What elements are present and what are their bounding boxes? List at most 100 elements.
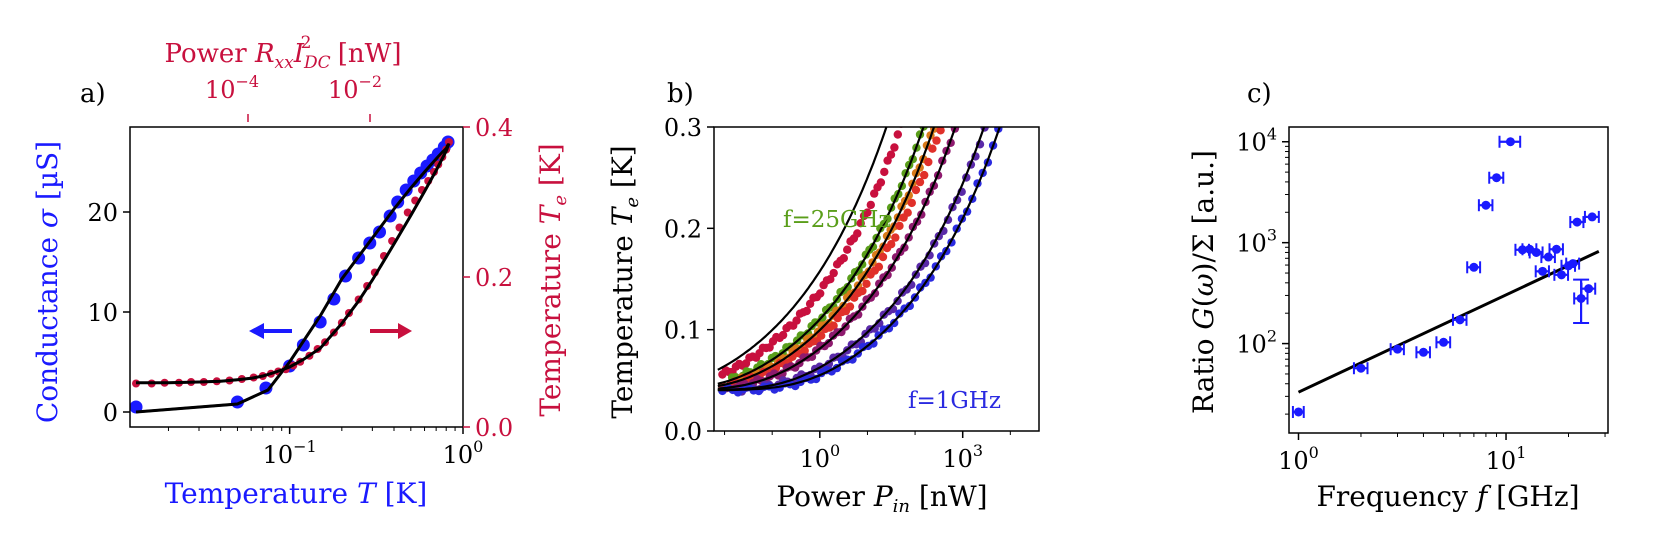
f-15GHz-point [934, 113, 942, 121]
f-10GHz-point [862, 279, 871, 288]
f-10GHz-point [874, 262, 884, 271]
data-point [1439, 337, 1449, 347]
f-1GHz-point [905, 301, 914, 311]
f-1GHz-point [999, 113, 1007, 121]
f-1GHz-point [895, 309, 904, 318]
f-25GHz-point [792, 316, 801, 325]
panel-c-plot-area [1291, 135, 1600, 418]
fit-2-line [717, 127, 925, 385]
f-10GHz-point [817, 331, 826, 340]
x-tick-label: 100 [1278, 443, 1319, 475]
f-25GHz-point [893, 130, 902, 139]
data-point [1356, 363, 1366, 373]
panel-c: c) 100 101 102 103 104 Frequency f [GHz] Ra… [1187, 79, 1609, 513]
f-25GHz-point [876, 178, 886, 187]
f-25GHz-point [802, 306, 811, 316]
panel-a: a) Power RxxIDC2 [nW] 10−4 10−2 10−1 100 … [31, 33, 571, 510]
data-point [1393, 344, 1403, 354]
panel-b-plot-area [717, 109, 1007, 397]
conductance-fit-overlay [135, 143, 450, 414]
data-point [1481, 200, 1491, 210]
f-25GHz-point [886, 150, 896, 159]
fit-6-line [717, 127, 1001, 392]
y2-tick-label: 0.2 [475, 264, 513, 292]
y-tick-label: 103 [1236, 226, 1277, 258]
panel-a-left-arrow [249, 323, 292, 339]
f-25GHz-point [866, 200, 875, 210]
panel-b: b) 100 103 0.0 0.1 0.2 0.3 Power Pin [nW] Te… [606, 79, 1040, 517]
panel-b-curves [717, 109, 1007, 397]
panel-b-label: b) [667, 79, 694, 109]
f-10GHz-point [903, 208, 912, 217]
fit-5-line [717, 127, 986, 392]
f-10GHz-point [878, 252, 888, 262]
f-25GHz-point [853, 229, 862, 238]
y-tick-label: 0.0 [664, 418, 702, 446]
f-10GHz-point [941, 110, 949, 118]
f-10GHz-point [833, 313, 842, 323]
y2-tick-label: 0.0 [475, 414, 513, 442]
f-5GHz-point [854, 310, 863, 319]
f-25GHz-point [765, 343, 774, 352]
data-point [1469, 262, 1479, 272]
panel-c-y-ticks: 102 103 104 [1236, 125, 1289, 415]
f-25GHz-point [829, 268, 838, 278]
panel-a-y2-ticks: 0.0 0.2 0.4 [463, 114, 513, 442]
panel-b-frame [713, 126, 1040, 432]
f-1GHz-point [869, 339, 878, 348]
f-10GHz-point [829, 321, 838, 330]
x-tick-label: 101 [1486, 443, 1527, 475]
f-25GHz-point [863, 208, 872, 217]
data-point [1572, 217, 1582, 227]
top-tick-label-2: 10−2 [328, 72, 382, 104]
f-10GHz-point [915, 177, 925, 187]
data-point [1492, 173, 1502, 183]
y-tick-label: 20 [87, 199, 118, 227]
data-point [1455, 315, 1465, 325]
panel-c-x-ticks: 100 101 [1278, 433, 1606, 475]
x-tick-label: 10−1 [263, 437, 317, 469]
f-10GHz-point [924, 157, 933, 167]
data-point [1531, 247, 1541, 257]
f-25GHz-point [778, 330, 788, 340]
data-point [1584, 284, 1594, 294]
panel-b-annotation-25ghz: f=25GHz [783, 207, 891, 233]
f-10GHz-point [891, 233, 900, 242]
y2-tick-label: 0.4 [475, 114, 513, 142]
f-1GHz-point [884, 324, 894, 333]
data-point [1556, 270, 1566, 280]
panel-a-top-ticks: 10−4 10−2 [205, 72, 382, 122]
f-10GHz-point [911, 185, 921, 195]
x-tick-label: 100 [799, 441, 840, 473]
panel-a-y2-axis-label: Temperature Te [K] [534, 143, 571, 416]
fit-3-line [717, 127, 936, 388]
f-25GHz-point [900, 113, 908, 121]
panel-b-x-axis-label: Power Pin [nW] [776, 480, 987, 517]
panel-a-y-ticks: 0 10 20 [87, 199, 130, 427]
panel-a-y-axis-label: Conductance σ [µS] [31, 141, 64, 423]
panel-b-x-ticks: 100 103 [724, 431, 1011, 473]
data-point [1587, 212, 1597, 222]
f-25GHz-point [843, 245, 852, 254]
data-point [1293, 407, 1303, 417]
f-10GHz-point [858, 286, 867, 296]
f-25GHz-point [816, 289, 825, 298]
f-10GHz-point [895, 221, 904, 231]
top-tick-label-1: 10−4 [205, 72, 259, 104]
data-point [1543, 252, 1553, 262]
electron-temp-fit-overlay [136, 143, 451, 385]
panel-c-y-axis-label: Ratio G(ω)/Σ [a.u.] [1187, 150, 1220, 414]
f-10GHz-point [887, 240, 896, 249]
panel-b-y-axis-label: Temperature Te [K] [606, 145, 643, 418]
panel-a-right-arrow [370, 323, 412, 339]
panel-c-label: c) [1247, 79, 1272, 109]
f-20GHz-point [923, 114, 931, 122]
f-10GHz-point [932, 136, 941, 145]
f-10GHz-point [907, 198, 916, 208]
f-5GHz-point [955, 109, 963, 117]
f-25GHz-point [839, 254, 848, 263]
f-10GHz-point [920, 170, 929, 180]
data-point [1538, 266, 1548, 276]
y-tick-label: 10 [87, 299, 118, 327]
